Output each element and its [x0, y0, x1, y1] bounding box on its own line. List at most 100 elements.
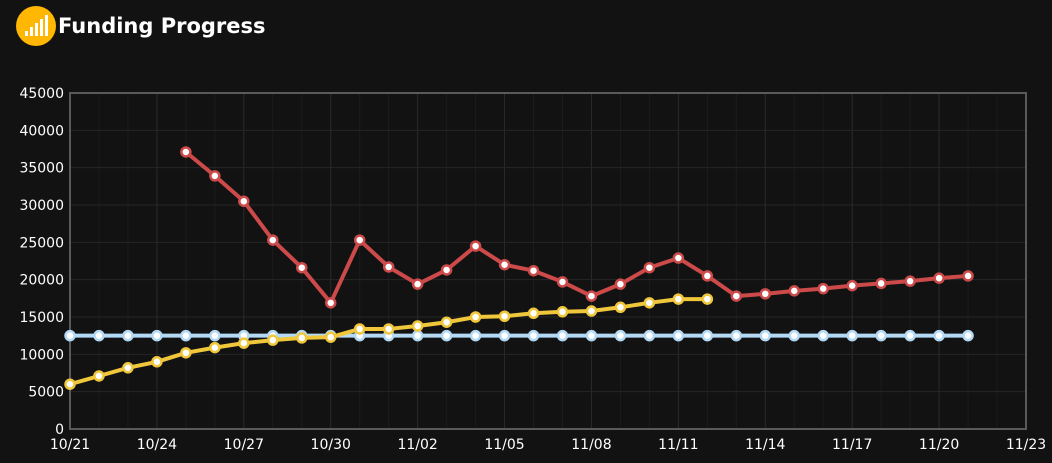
- data-point: [296, 332, 308, 344]
- data-point: [296, 261, 308, 274]
- y-tick-label: 40000: [19, 123, 64, 139]
- data-point: [527, 307, 540, 320]
- x-tick-label: 11/11: [658, 437, 698, 453]
- x-tick-label: 10/24: [137, 437, 177, 453]
- y-tick-label: 0: [55, 422, 64, 438]
- y-tick-label: 20000: [19, 273, 64, 289]
- data-point: [643, 261, 656, 274]
- data-point: [672, 252, 685, 264]
- data-point: [209, 329, 221, 342]
- data-point: [672, 329, 685, 342]
- data-point: [701, 329, 714, 342]
- data-point: [180, 347, 192, 359]
- data-point: [440, 264, 453, 276]
- data-point: [759, 288, 772, 300]
- series-target: [64, 329, 974, 342]
- data-point: [93, 370, 105, 382]
- data-point: [614, 278, 627, 290]
- data-point: [411, 329, 424, 342]
- data-point: [440, 329, 453, 342]
- chart-title: Funding Progress: [58, 14, 266, 38]
- data-point: [411, 320, 424, 332]
- data-point: [498, 310, 511, 323]
- data-point: [701, 270, 714, 282]
- series-funded: [64, 293, 714, 390]
- data-point: [846, 329, 858, 342]
- data-point: [122, 362, 134, 374]
- data-point: [962, 329, 974, 342]
- y-tick-label: 30000: [19, 198, 64, 214]
- chart-header: Funding Progress: [16, 6, 266, 46]
- data-point: [875, 277, 887, 290]
- data-point: [556, 306, 569, 318]
- data-point: [122, 329, 134, 342]
- data-point: [267, 234, 279, 246]
- data-point: [672, 293, 685, 305]
- x-tick-label: 11/23: [1006, 437, 1046, 453]
- y-tick-label: 35000: [19, 161, 64, 177]
- data-point: [440, 316, 453, 328]
- x-tick-label: 11/05: [484, 437, 524, 453]
- y-tick-label: 5000: [28, 385, 64, 401]
- data-point: [64, 329, 76, 342]
- signal-bars-icon: [16, 6, 56, 46]
- data-point: [614, 301, 627, 314]
- data-point: [788, 285, 800, 297]
- data-point: [382, 261, 395, 273]
- x-tick-label: 11/02: [397, 437, 437, 453]
- data-point: [730, 290, 743, 302]
- data-point: [904, 275, 916, 287]
- data-point: [209, 170, 221, 182]
- data-point: [209, 341, 221, 354]
- data-point: [180, 146, 192, 158]
- data-point: [730, 329, 743, 342]
- data-point: [962, 270, 974, 282]
- data-point: [469, 329, 482, 342]
- data-point: [701, 293, 714, 305]
- x-tick-label: 11/08: [571, 437, 611, 453]
- data-point: [585, 290, 598, 302]
- x-tick-label: 10/30: [311, 437, 351, 453]
- data-point: [846, 279, 858, 292]
- y-tick-label: 25000: [19, 235, 64, 251]
- y-tick-label: 45000: [19, 86, 64, 102]
- data-point: [817, 282, 829, 295]
- data-point: [643, 297, 656, 309]
- data-point: [238, 337, 250, 349]
- data-point: [151, 329, 163, 342]
- plot-border: [69, 92, 1027, 430]
- data-point: [585, 305, 598, 317]
- data-point: [933, 272, 945, 284]
- x-tick-label: 11/17: [832, 437, 872, 453]
- data-point: [469, 240, 482, 252]
- x-tick-label: 10/21: [50, 437, 90, 453]
- data-point: [875, 329, 887, 342]
- data-point: [614, 329, 627, 342]
- data-point: [498, 258, 511, 271]
- data-point: [324, 297, 337, 309]
- data-point: [64, 378, 76, 390]
- data-point: [267, 334, 279, 346]
- data-point: [353, 323, 366, 335]
- y-tick-label: 10000: [19, 347, 64, 363]
- data-point: [817, 329, 829, 342]
- data-point: [556, 276, 569, 288]
- x-tick-label: 11/20: [919, 437, 959, 453]
- data-point: [411, 278, 424, 290]
- x-tick-label: 11/14: [745, 437, 785, 453]
- data-point: [933, 329, 945, 342]
- data-point: [556, 329, 569, 342]
- data-point: [324, 331, 337, 343]
- data-point: [643, 329, 656, 342]
- series-projection: [180, 146, 974, 309]
- data-point: [788, 329, 800, 342]
- data-point: [585, 329, 598, 342]
- data-point: [238, 195, 250, 208]
- y-tick-label: 15000: [19, 310, 64, 326]
- data-point: [759, 329, 772, 342]
- data-point: [527, 264, 540, 277]
- data-point: [469, 311, 482, 323]
- data-point: [180, 329, 192, 342]
- x-tick-label: 10/27: [224, 437, 264, 453]
